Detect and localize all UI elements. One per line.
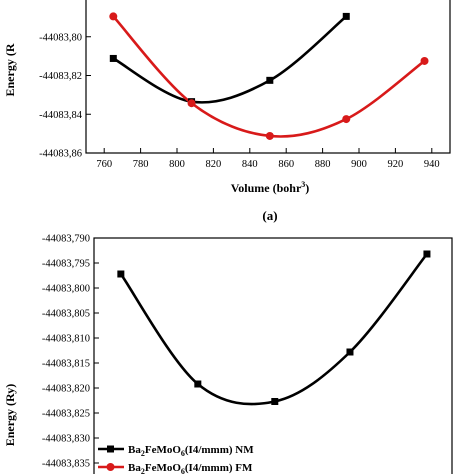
- y-tick-label: -44083,835: [42, 459, 90, 470]
- series-line: [112, 15, 426, 138]
- data-point-circle: [342, 115, 351, 124]
- panel-a-curves: [112, 15, 426, 138]
- panel-b-y-tick-labels: -44083,790 -44083,795 -44083,800 -44083,805…: [42, 234, 90, 470]
- data-point-circle: [109, 12, 118, 21]
- x-tick-label: 940: [424, 159, 440, 170]
- y-tick-label: -44083,82: [39, 71, 82, 82]
- y-tick-label: -44083,810: [42, 334, 90, 345]
- x-tick-label: 920: [388, 159, 404, 170]
- data-point-square: [271, 398, 279, 405]
- legend: Ba2FeMoO6(I4/mmm) NM Ba2FeMoO6(I4/mmm) F…: [98, 444, 254, 474]
- panel-b-y-axis-label: Energy (Ry): [3, 384, 17, 447]
- x-tick-label: 880: [315, 159, 331, 170]
- x-tick-label: 900: [351, 159, 367, 170]
- data-point-circle: [187, 99, 196, 108]
- data-point-square: [117, 270, 125, 278]
- y-tick-label: -44083,815: [42, 359, 90, 370]
- data-point-circle: [420, 56, 429, 65]
- panel-a-caption: (a): [262, 208, 277, 223]
- x-tick-label: 840: [242, 159, 258, 170]
- data-point-square: [423, 250, 431, 258]
- data-point-square: [342, 12, 350, 20]
- legend-marker-square: [107, 445, 114, 453]
- x-tick-label: 780: [133, 159, 149, 170]
- legend-label-nm: Ba2FeMoO6(I4/mmm) NM: [128, 444, 254, 458]
- y-tick-label: -44083,820: [42, 384, 90, 395]
- plot-area-frame-b: [93, 237, 453, 474]
- data-point-square: [346, 348, 354, 356]
- y-tick-label: -44083,800: [42, 284, 90, 295]
- panel-a-markers: [109, 12, 429, 140]
- data-point-square: [109, 54, 117, 62]
- legend-label-fm: Ba2FeMoO6(I4/mmm) FM: [128, 462, 253, 474]
- y-tick-label: -44083,830: [42, 434, 90, 445]
- panel-a-ticks: [86, 36, 433, 154]
- legend-entry-nm: Ba2FeMoO6(I4/mmm) NM: [98, 444, 254, 458]
- x-tick-label: 760: [96, 159, 112, 170]
- data-point-circle: [265, 131, 274, 140]
- data-point-square: [194, 380, 202, 388]
- x-tick-label: 820: [206, 159, 222, 170]
- y-tick-label: -44083,84: [39, 110, 83, 121]
- series-line: [112, 15, 348, 104]
- panel-b-ticks: [94, 237, 99, 464]
- x-tick-label: 800: [169, 159, 185, 170]
- data-point-square: [266, 76, 274, 84]
- chart-panel-b: -44083,790 -44083,795 -44083,800 -44083,805…: [3, 234, 453, 474]
- panel-a-y-tick-labels: -44083,80 -44083,82 -44083,84 -44083,86: [39, 32, 83, 159]
- chart-panel-a: 760 780 800 820 840 860 880 900 920 940 -44083,80…: [3, 0, 451, 223]
- y-tick-label: -44083,805: [42, 309, 90, 320]
- panel-a-x-tick-labels: 760 780 800 820 840 860 880 900 920 940: [96, 159, 439, 170]
- legend-marker-circle: [106, 463, 115, 471]
- y-tick-label: -44083,795: [42, 259, 90, 270]
- series-line: [119, 253, 428, 406]
- panel-b-curves: [119, 253, 428, 406]
- legend-entry-fm: Ba2FeMoO6(I4/mmm) FM: [98, 462, 253, 474]
- y-tick-label: -44083,80: [39, 32, 82, 43]
- y-tick-label: -44083,790: [42, 234, 90, 245]
- panel-a-x-axis-label: Volume (bohr3): [231, 180, 310, 195]
- panel-b-markers: [117, 250, 431, 405]
- y-tick-label: -44083,86: [39, 149, 82, 160]
- x-tick-label: 860: [278, 159, 294, 170]
- panel-a-y-axis-label: Energy (R: [3, 43, 17, 96]
- y-tick-label: -44083,825: [42, 409, 90, 420]
